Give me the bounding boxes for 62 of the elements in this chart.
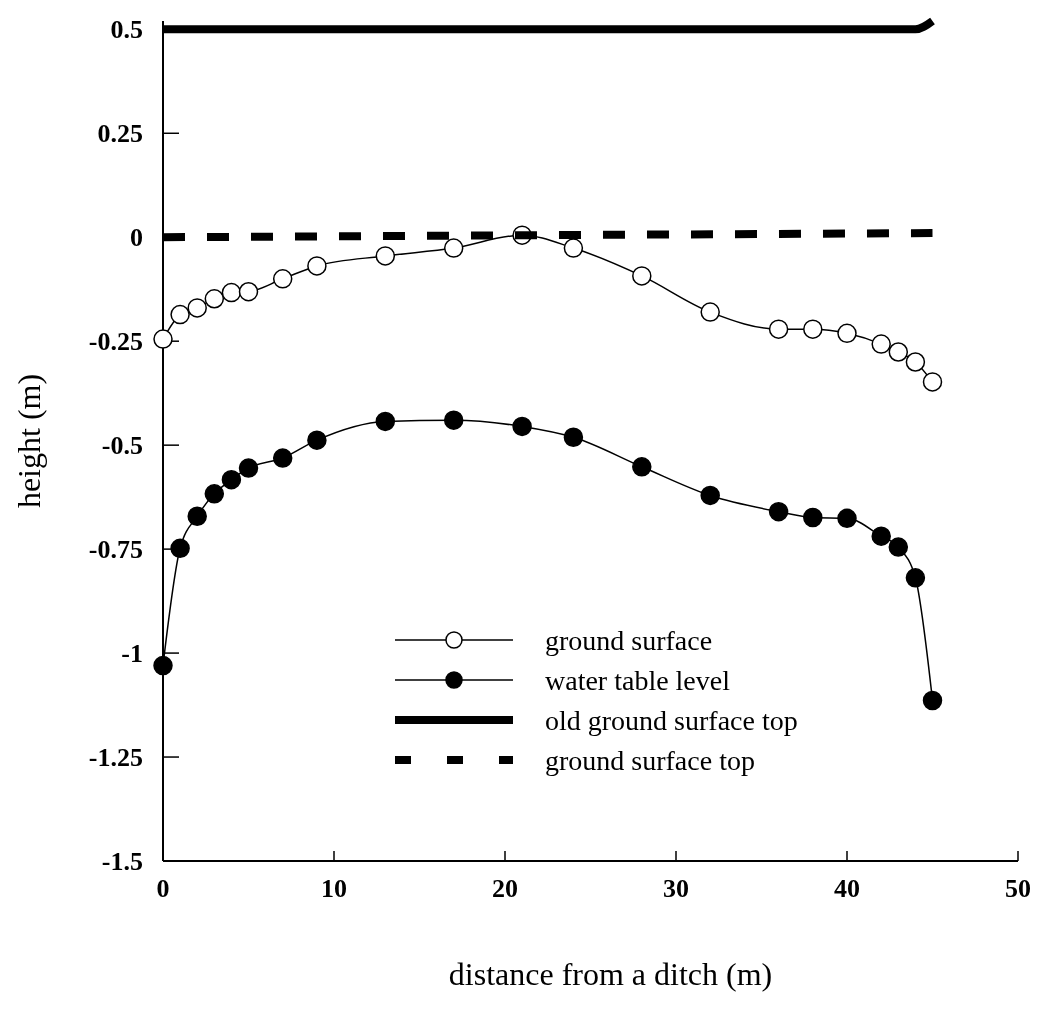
point <box>153 329 173 349</box>
point <box>204 484 225 504</box>
point <box>837 323 857 344</box>
y-tick-label: -1.25 <box>88 743 143 773</box>
point <box>922 690 943 711</box>
y-tick-label: -0.5 <box>101 431 143 461</box>
y-tick-label: -1 <box>121 639 143 669</box>
legend-label: old ground surface top <box>545 704 798 736</box>
x-tick-label: 0 <box>156 874 170 903</box>
point <box>700 302 720 322</box>
point <box>221 282 242 303</box>
point <box>512 416 532 437</box>
point <box>221 469 242 490</box>
legend-label: water table level <box>545 664 731 696</box>
point <box>375 246 396 266</box>
point <box>632 457 652 477</box>
point <box>803 507 823 528</box>
point <box>443 238 464 258</box>
point <box>375 411 396 432</box>
point <box>768 501 789 522</box>
point <box>888 342 909 362</box>
point <box>632 266 652 286</box>
point <box>187 506 207 527</box>
point <box>871 334 891 354</box>
legend-label: ground surface <box>545 624 713 656</box>
point <box>563 238 584 258</box>
point <box>153 655 173 676</box>
point <box>238 281 259 302</box>
point <box>272 448 293 468</box>
point <box>700 485 720 506</box>
x-tick-label: 20 <box>492 874 518 903</box>
point <box>803 319 823 339</box>
x-tick-label: 10 <box>321 874 347 903</box>
point <box>307 256 327 276</box>
point <box>170 304 190 325</box>
x-tick-label: 30 <box>663 874 689 903</box>
y-tick-label: -0.75 <box>88 535 143 565</box>
point <box>170 538 190 559</box>
point <box>238 458 259 478</box>
point <box>768 319 789 339</box>
y-tick-label: 0.5 <box>110 15 143 45</box>
y-tick-label: 0 <box>130 223 143 253</box>
point <box>888 537 909 557</box>
point <box>272 269 293 289</box>
legend-label: ground surface top <box>545 744 755 776</box>
y-axis-title: height (m) <box>11 373 47 509</box>
point <box>922 372 943 392</box>
point <box>204 289 225 309</box>
point <box>905 352 926 372</box>
point <box>837 508 857 529</box>
x-tick-label: 50 <box>1005 874 1031 903</box>
point <box>871 526 891 546</box>
y-tick-label: -0.25 <box>88 327 143 357</box>
point <box>905 568 926 588</box>
point <box>187 298 207 318</box>
y-tick-label: -1.5 <box>101 847 143 877</box>
x-tick-label: 40 <box>834 874 860 903</box>
x-axis-title: distance from a ditch (m) <box>448 956 773 992</box>
point <box>443 410 464 430</box>
y-tick-label: 0.25 <box>97 119 143 149</box>
point <box>307 430 327 450</box>
point <box>563 427 584 448</box>
